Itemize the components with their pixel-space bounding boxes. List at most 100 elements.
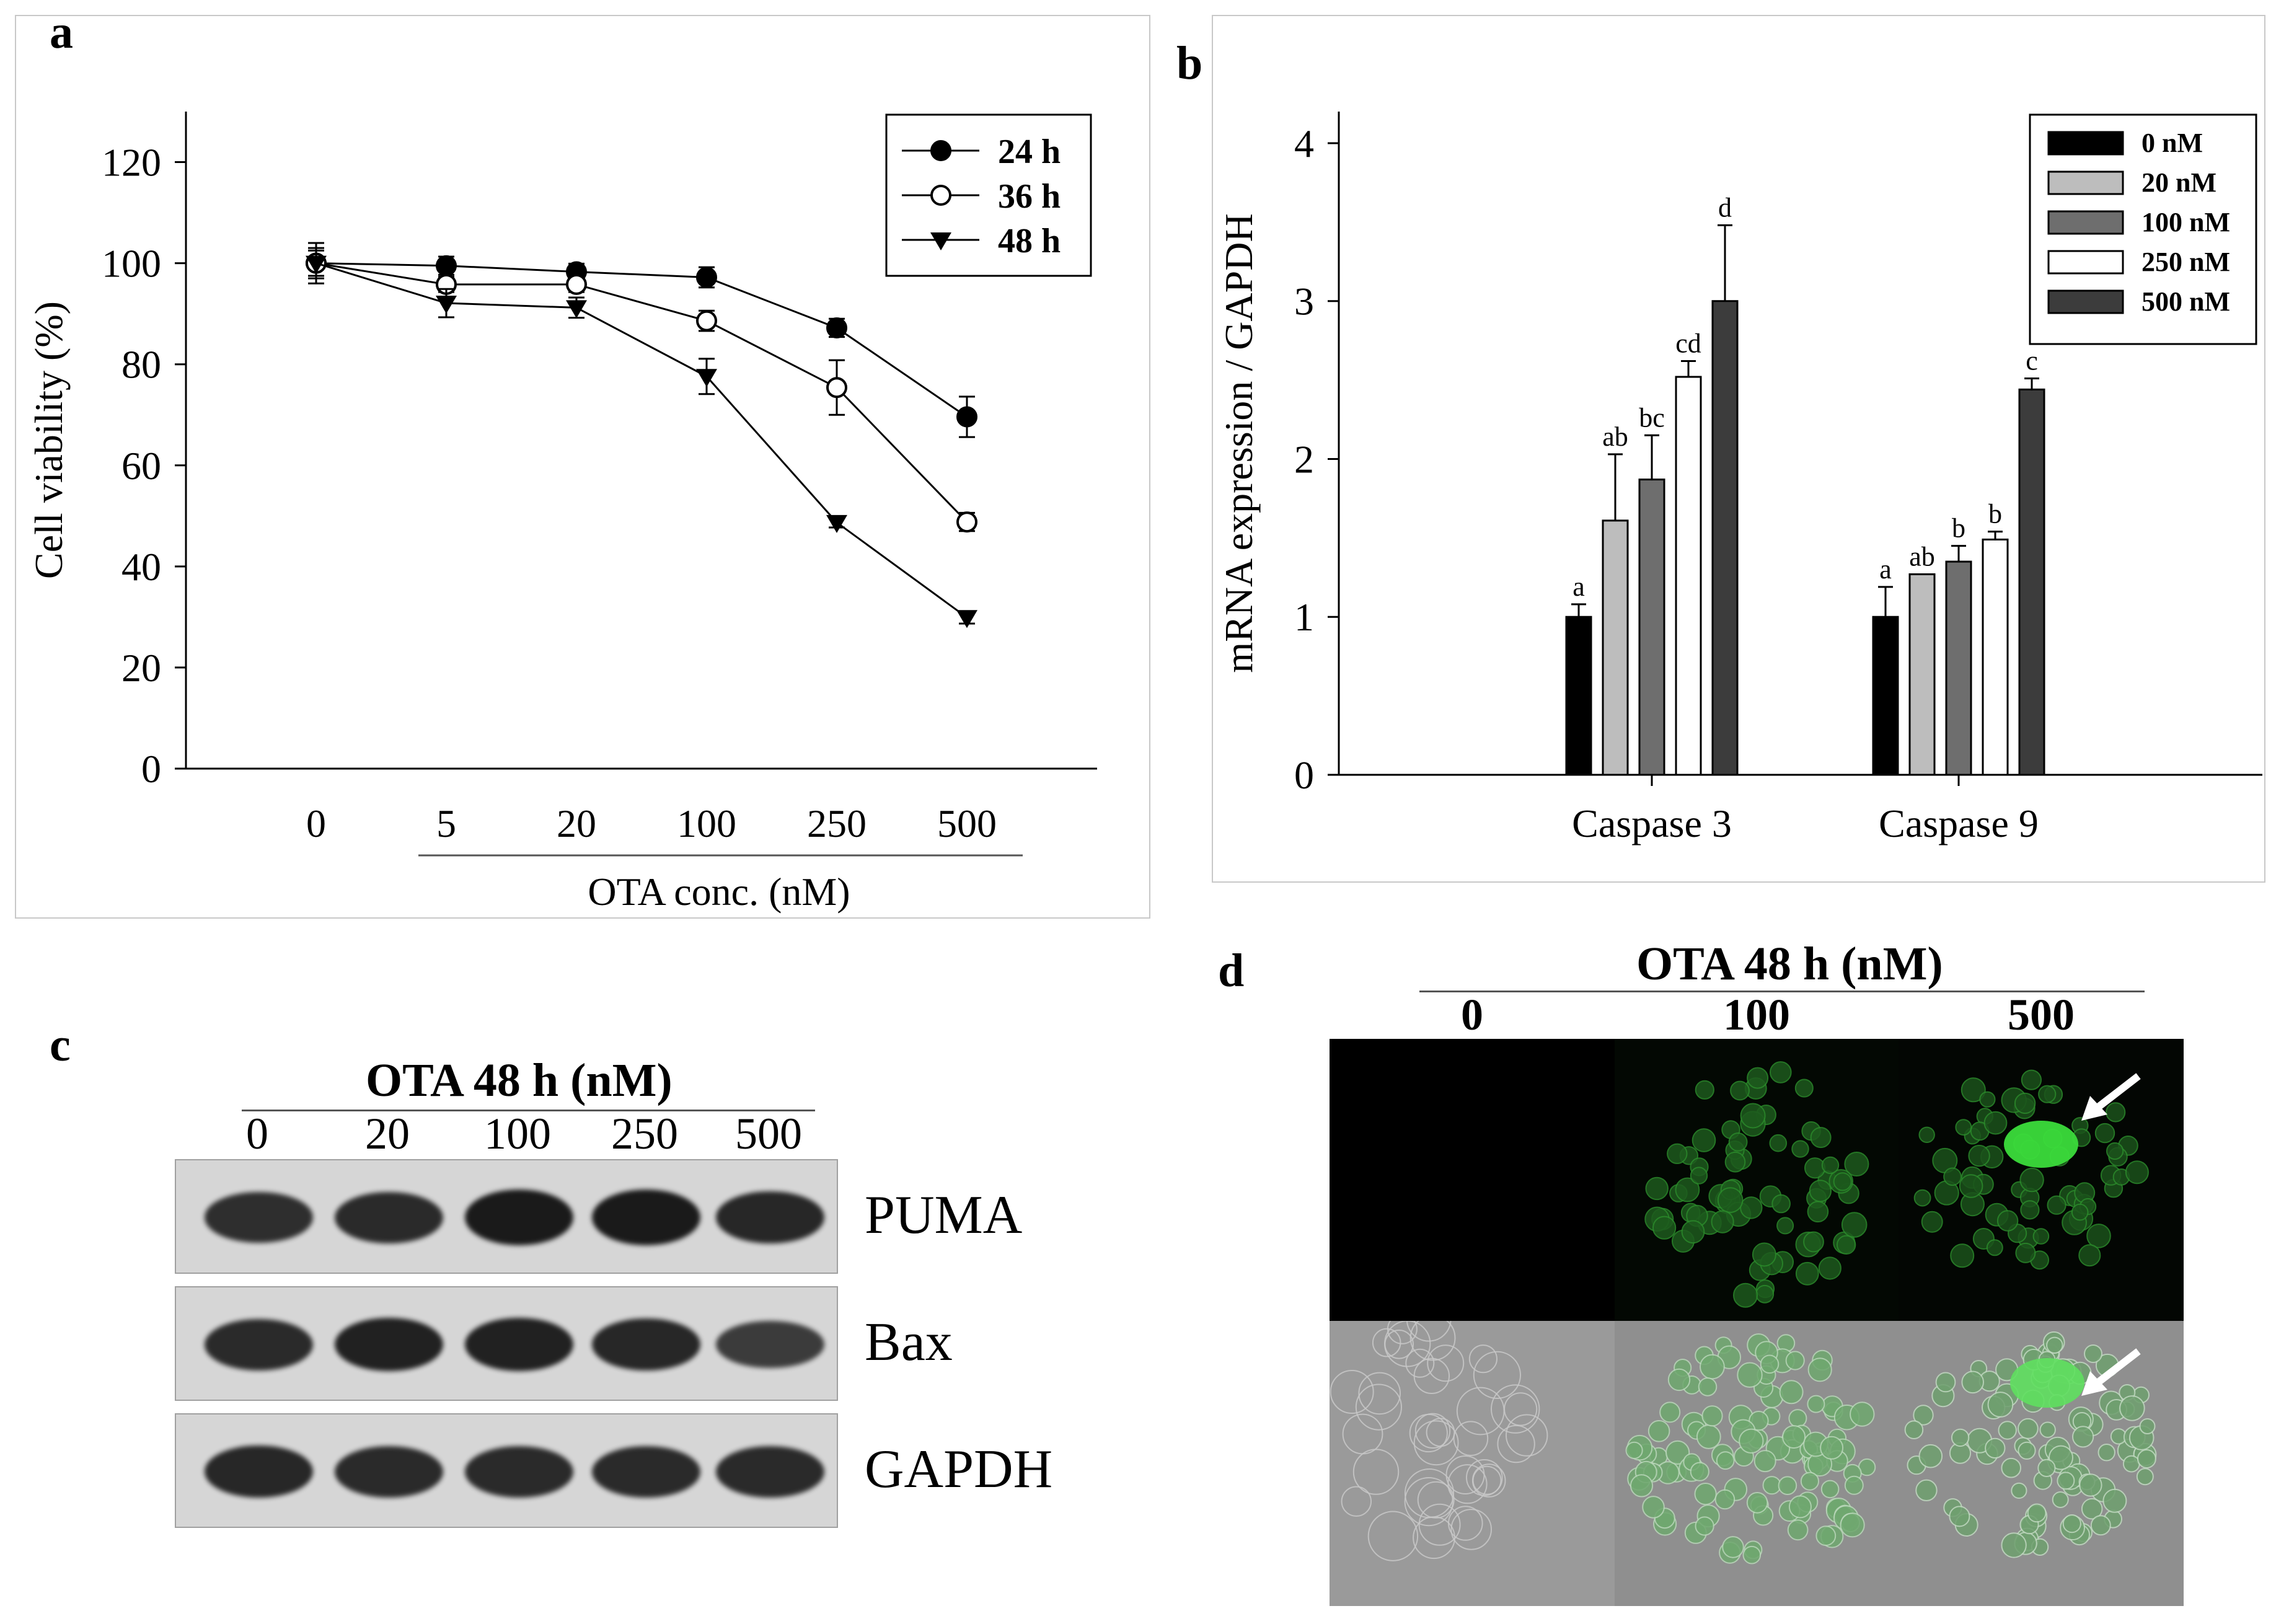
- protein-label: GAPDH: [865, 1439, 1053, 1499]
- cell: [1352, 1449, 1400, 1495]
- data-point: [566, 273, 587, 295]
- y-tick-label: 60: [121, 444, 161, 488]
- data-point: [566, 300, 587, 319]
- protein-band: [204, 1192, 313, 1243]
- bar-group: a: [1565, 571, 1592, 776]
- cell: [1739, 1428, 1764, 1454]
- cell: [1504, 1392, 1538, 1426]
- cell: [2020, 1200, 2040, 1220]
- cell: [1918, 1444, 1943, 1468]
- cell: [1996, 1210, 2019, 1232]
- legend-label: 24 h: [998, 133, 1061, 171]
- significance-letter: c: [2026, 346, 2038, 376]
- fluor-0nM: [1330, 1039, 1615, 1321]
- cell: [2018, 1418, 2039, 1439]
- cell: [1372, 1328, 1401, 1357]
- cell: [2021, 1069, 2042, 1090]
- cell: [2062, 1514, 2081, 1534]
- cell: [1698, 1377, 1718, 1397]
- cell: [1647, 1420, 1670, 1442]
- lane-label: 0: [246, 1109, 268, 1158]
- bar: [1675, 376, 1702, 776]
- panel-d-letter: d: [1218, 945, 1245, 997]
- x-axis-label: OTA conc. (nM): [588, 870, 850, 914]
- cell: [1844, 1475, 1864, 1495]
- cell: [1506, 1414, 1548, 1457]
- cell: [1384, 1321, 1431, 1367]
- cell: [1694, 1483, 1717, 1506]
- protein-band: [591, 1318, 700, 1371]
- cell: [1769, 1061, 1792, 1083]
- bar-group: bc: [1638, 402, 1665, 776]
- cell: [1740, 1196, 1763, 1219]
- apoptotic-cell-cluster: [2004, 1121, 2078, 1168]
- legend-marker: [930, 185, 951, 206]
- cell: [1782, 1425, 1806, 1449]
- cell: [1807, 1357, 1832, 1382]
- x-tick-label: Caspase 9: [1879, 801, 2039, 845]
- cell: [1742, 1545, 1762, 1564]
- cell: [1445, 1455, 1485, 1494]
- data-point: [826, 514, 847, 533]
- cell: [1918, 1126, 1935, 1144]
- cell: [1405, 1348, 1435, 1378]
- cell: [1418, 1503, 1461, 1546]
- cell: [1961, 1077, 1986, 1103]
- cell: [1955, 1119, 1972, 1136]
- cell: [1746, 1492, 1768, 1514]
- cell: [1667, 1368, 1691, 1392]
- cell: [2049, 1445, 2073, 1470]
- cell: [1776, 1217, 1794, 1235]
- cell: [2086, 1224, 2111, 1248]
- cell: [1752, 1242, 1776, 1267]
- x-tick-label: 100: [677, 801, 736, 845]
- cell: [2057, 1472, 2075, 1490]
- cell: [1787, 1519, 1809, 1541]
- legend-label: 250 nM: [2141, 247, 2230, 277]
- cell: [2072, 1426, 2094, 1448]
- cell: [1730, 1080, 1750, 1101]
- cell: [1711, 1210, 1734, 1233]
- legend-swatch: [2047, 250, 2124, 275]
- series-line: [315, 262, 968, 418]
- series-line: [315, 262, 968, 619]
- merged-0nM: [1330, 1321, 1615, 1606]
- y-axis-label: Cell viability (%): [27, 301, 71, 579]
- cell: [1447, 1464, 1488, 1504]
- data-point: [956, 610, 977, 629]
- cell: [2015, 1242, 2036, 1263]
- y-tick-label: 3: [1294, 280, 1314, 324]
- cell: [1625, 1441, 1643, 1459]
- x-tick-label: 20: [557, 801, 596, 845]
- bar-group: b: [1945, 513, 1972, 776]
- cell: [1413, 1420, 1459, 1466]
- y-tick-label: 100: [102, 242, 161, 286]
- cell: [1968, 1144, 1990, 1167]
- cell: [1791, 1140, 1809, 1158]
- protein-band: [591, 1189, 700, 1245]
- cell: [1630, 1474, 1654, 1498]
- microscopy-column-label: 500: [2008, 990, 2075, 1039]
- cell: [1341, 1486, 1372, 1517]
- cell: [2018, 1441, 2036, 1460]
- cell: [2097, 1444, 2115, 1462]
- cell: [1497, 1424, 1535, 1463]
- significance-letter: cd: [1675, 329, 1701, 359]
- cell: [1820, 1436, 1844, 1460]
- x-tick-label: 250: [807, 801, 867, 845]
- cell: [1779, 1380, 1804, 1405]
- cell: [2136, 1468, 2154, 1486]
- cell: [2047, 1195, 2066, 1215]
- protein-band: [464, 1317, 573, 1372]
- lane-label: 20: [365, 1109, 410, 1158]
- cell: [2014, 1092, 2036, 1114]
- cell: [1355, 1383, 1402, 1431]
- cell: [1804, 1157, 1826, 1179]
- x-tick-label: 500: [937, 801, 997, 845]
- cell: [1659, 1401, 1681, 1423]
- panel-c-letter: c: [50, 1019, 71, 1071]
- merged-100nM: [1615, 1321, 1899, 1606]
- bar-group: a: [1872, 554, 1899, 776]
- protein-band: [715, 1321, 824, 1368]
